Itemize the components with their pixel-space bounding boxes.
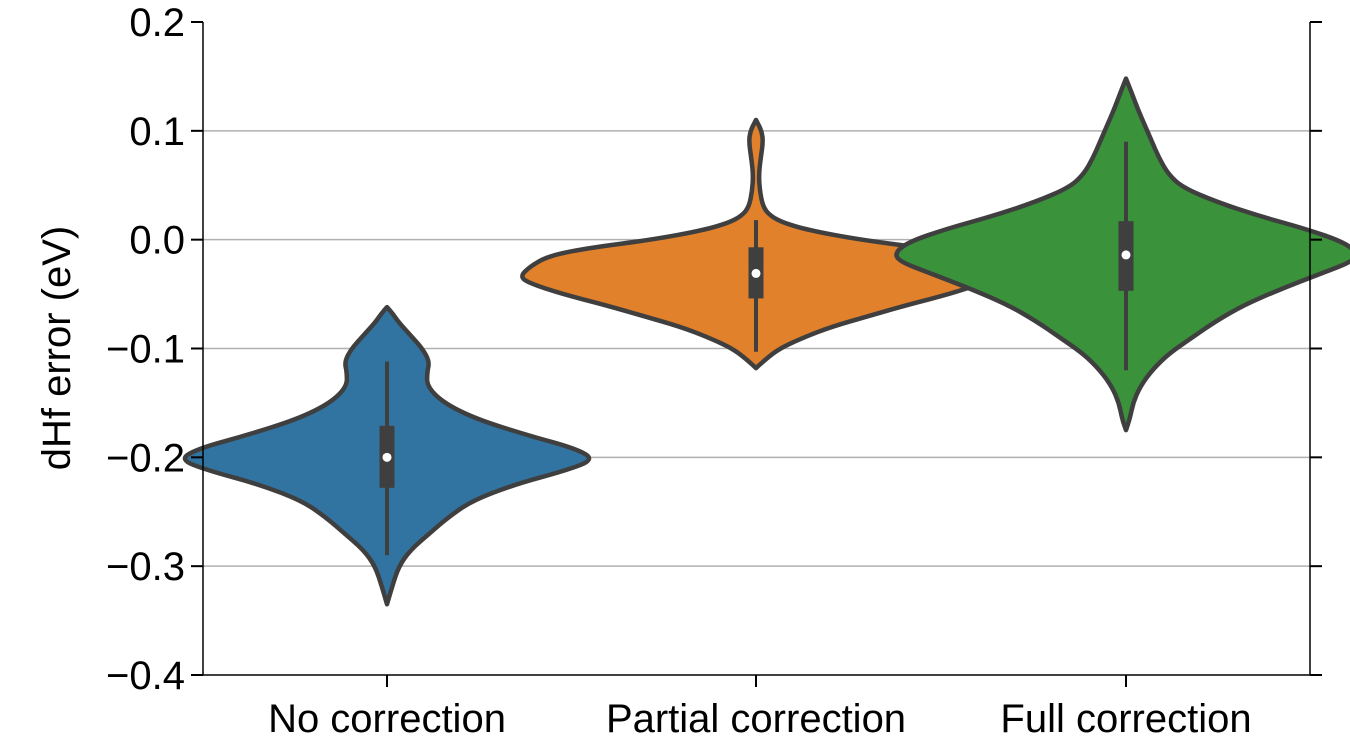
x-tick-label: Full correction bbox=[1000, 697, 1251, 741]
y-tick-label: −0.1 bbox=[106, 328, 185, 372]
x-tick-label: No correction bbox=[268, 697, 506, 741]
y-tick-label: 0.1 bbox=[129, 110, 185, 154]
violin-group bbox=[894, 76, 1350, 433]
y-tick-label: −0.4 bbox=[106, 654, 185, 698]
y-tick-label: −0.3 bbox=[106, 545, 185, 589]
violin-group bbox=[182, 304, 592, 607]
y-tick-label: 0.0 bbox=[129, 219, 185, 263]
violins bbox=[182, 76, 1350, 607]
y-tick-label: 0.2 bbox=[129, 1, 185, 45]
median-dot bbox=[751, 268, 761, 278]
median-dot bbox=[1121, 250, 1131, 260]
y-tick-label: −0.2 bbox=[106, 436, 185, 480]
x-tick-label: Partial correction bbox=[606, 697, 906, 741]
y-axis-title: dHf error (eV) bbox=[35, 226, 79, 471]
median-dot bbox=[382, 452, 392, 462]
y-axis: −0.4 −0.3 −0.2 −0.1 0.0 0.1 0.2 bbox=[106, 1, 1322, 698]
x-axis: No correction Partial correction Full corr… bbox=[191, 21, 1322, 741]
